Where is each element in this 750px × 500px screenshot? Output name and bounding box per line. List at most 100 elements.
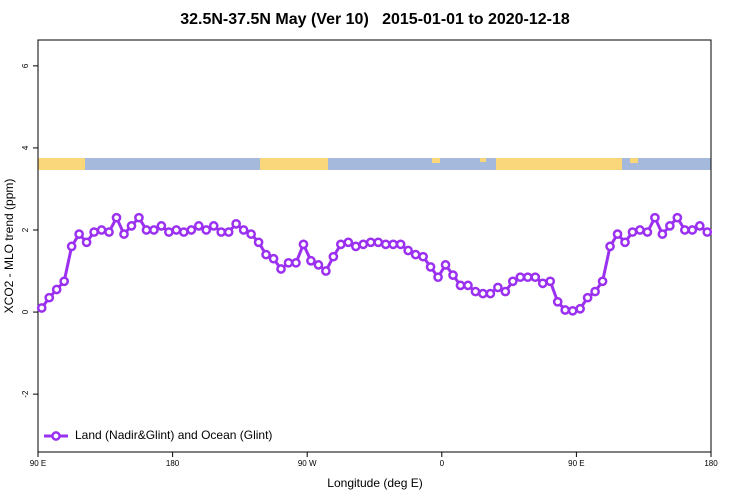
data-point: [164, 227, 174, 237]
data-point: [507, 276, 518, 287]
data-point: [119, 229, 129, 239]
data-point: [642, 227, 653, 237]
data-point: [373, 237, 384, 248]
data-point: [350, 241, 361, 252]
data-point: [36, 303, 47, 313]
land-band: [630, 158, 638, 163]
data-point: [530, 272, 541, 283]
data-point: [246, 229, 256, 239]
data-point: [470, 286, 481, 297]
data-point: [515, 272, 526, 283]
data-point: [208, 221, 219, 231]
land-band: [260, 158, 328, 170]
data-point: [111, 212, 122, 223]
data-point: [440, 260, 451, 270]
data-point: [178, 227, 189, 237]
data-point: [620, 237, 630, 248]
data-point: [134, 212, 144, 223]
data-point: [485, 288, 496, 299]
x-tick-label: 180: [704, 459, 718, 468]
y-tick-label: 4: [21, 145, 30, 150]
data-point: [186, 225, 197, 235]
data-point: [223, 227, 234, 237]
data-point: [694, 221, 705, 231]
y-axis-label: XCO2 - MLO trend (ppm): [2, 179, 16, 314]
data-point: [657, 229, 668, 239]
data-point: [89, 227, 99, 237]
x-tick-label: 0: [440, 459, 445, 468]
data-point: [687, 225, 698, 235]
data-point: [328, 251, 339, 262]
data-point: [455, 280, 466, 291]
land-band: [38, 158, 85, 170]
data-point: [193, 221, 204, 231]
data-point: [126, 221, 137, 231]
data-point: [702, 227, 713, 237]
data-point: [96, 225, 107, 235]
data-point: [433, 272, 443, 283]
data-point: [283, 257, 294, 268]
legend-label: Land (Nadir&Glint) and Ocean (Glint): [75, 428, 272, 442]
data-point: [321, 266, 331, 276]
data-point: [679, 225, 690, 235]
data-point: [395, 239, 406, 250]
y-tick-label: -2: [21, 390, 30, 398]
data-point: [665, 221, 675, 231]
chart-title: 32.5N-37.5N May (Ver 10) 2015-01-01 to 2…: [180, 11, 570, 28]
data-point: [156, 221, 167, 231]
land-ocean-band: [38, 158, 711, 170]
data-point: [478, 288, 488, 299]
data-point: [343, 237, 354, 248]
data-point: [253, 237, 264, 248]
data-point: [522, 272, 533, 283]
data-point: [567, 305, 578, 316]
data-point: [418, 251, 428, 262]
data-point: [44, 292, 55, 303]
data-point: [380, 239, 391, 250]
data-point: [313, 260, 324, 270]
data-point: [141, 225, 152, 235]
data-point: [560, 305, 571, 315]
data-point: [216, 227, 227, 237]
data-point: [149, 225, 159, 235]
x-tick-label: 90 W: [298, 459, 317, 468]
data-point: [74, 229, 84, 239]
x-tick-label: 90 E: [30, 459, 46, 468]
data-point: [500, 286, 511, 297]
plot-frame: [37, 39, 712, 453]
data-point: [635, 225, 645, 235]
land-band: [480, 158, 486, 162]
data-point: [605, 241, 615, 252]
data-point: [51, 284, 62, 295]
data-point: [582, 292, 593, 303]
data-point: [231, 218, 242, 229]
data-point: [261, 249, 271, 260]
data-point: [537, 278, 548, 289]
data-point: [358, 239, 369, 250]
data-point: [201, 225, 212, 235]
data-point: [448, 270, 458, 280]
data-point: [66, 241, 77, 252]
data-point: [238, 225, 249, 235]
data-point: [276, 264, 286, 274]
data-point: [298, 239, 309, 250]
data-point: [627, 227, 638, 237]
data-point: [81, 237, 92, 248]
y-tick-label: 6: [21, 63, 30, 68]
legend-marker: [51, 431, 61, 441]
data-point: [597, 276, 608, 287]
data-point: [388, 239, 399, 250]
land-band: [496, 158, 622, 170]
data-point: [104, 227, 114, 237]
x-tick-label: 180: [166, 459, 180, 468]
data-point: [575, 303, 585, 314]
series-line: [40, 214, 709, 313]
data-point: [59, 276, 70, 287]
y-tick-label: 2: [21, 227, 30, 232]
data-point: [268, 253, 279, 264]
x-tick-label: 90 E: [568, 459, 584, 468]
data-point: [171, 225, 182, 235]
data-point: [291, 257, 301, 268]
data-point: [590, 286, 600, 297]
data-point: [403, 245, 413, 256]
